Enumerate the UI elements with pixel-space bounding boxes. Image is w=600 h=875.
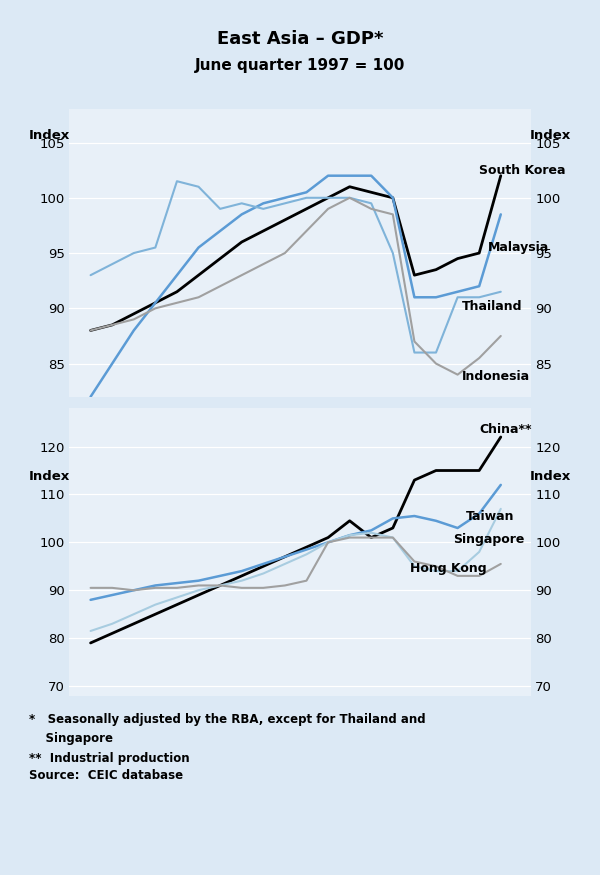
Text: East Asia – GDP*: East Asia – GDP* (217, 31, 383, 48)
Text: Source:  CEIC database: Source: CEIC database (29, 769, 183, 782)
Text: China**: China** (479, 424, 532, 437)
Text: Hong Kong: Hong Kong (410, 563, 487, 575)
Text: South Korea: South Korea (479, 164, 566, 177)
Text: June quarter 1997 = 100: June quarter 1997 = 100 (195, 58, 405, 74)
Text: Index: Index (29, 471, 70, 483)
Text: Taiwan: Taiwan (466, 509, 515, 522)
Text: Thailand: Thailand (462, 299, 523, 312)
Text: Index: Index (530, 471, 571, 483)
Text: **  Industrial production: ** Industrial production (29, 752, 190, 765)
Text: *   Seasonally adjusted by the RBA, except for Thailand and: * Seasonally adjusted by the RBA, except… (29, 713, 425, 726)
Text: Indonesia: Indonesia (462, 370, 530, 383)
Text: Index: Index (530, 130, 571, 142)
Text: Singapore: Singapore (453, 534, 524, 547)
Text: Singapore: Singapore (29, 732, 113, 746)
Text: Malaysia: Malaysia (488, 241, 549, 254)
Text: Index: Index (29, 130, 70, 142)
